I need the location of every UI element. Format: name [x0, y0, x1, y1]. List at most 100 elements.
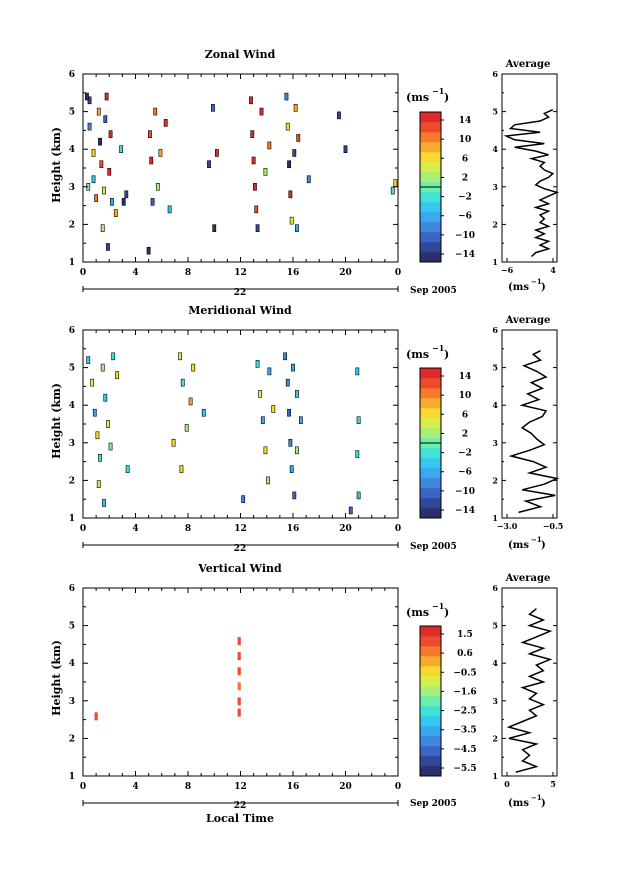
- heatmap-cell: [113, 209, 118, 217]
- average-x-tick-label: −3.0: [497, 521, 518, 531]
- colorbar-segment: [420, 646, 441, 657]
- colorbar-segment: [420, 706, 441, 717]
- average-y-tick-label: 2: [492, 219, 498, 229]
- colorbar-label: −1.6: [453, 687, 476, 697]
- heatmap-cell: [295, 224, 299, 232]
- heatmap-cell: [263, 167, 268, 176]
- heatmap-cell: [237, 637, 241, 646]
- heatmap-cell: [180, 378, 185, 387]
- plot-frame: [82, 329, 399, 519]
- average-x-tick-label: −6: [501, 265, 514, 275]
- average-unit-close: ): [541, 540, 546, 551]
- x-tick-label: 0: [80, 782, 86, 792]
- x-axis-label: Local Time: [206, 812, 274, 825]
- heatmap-cell: [103, 393, 108, 402]
- colorbar-segment: [420, 656, 441, 667]
- colorbar-segment: [420, 142, 441, 153]
- colorbar-segment: [420, 636, 441, 647]
- average-x-tick-label: 5: [550, 779, 556, 789]
- y-tick-label: 6: [69, 584, 75, 594]
- y-tick-label: 2: [69, 220, 75, 230]
- heatmap-cell: [254, 205, 259, 214]
- heatmap-cell: [98, 137, 102, 146]
- colorbar-label: −2: [458, 449, 472, 459]
- average-y-tick-label: 3: [492, 438, 498, 448]
- colorbar-segment: [420, 232, 441, 243]
- colorbar-segment: [420, 252, 441, 263]
- heatmap-cell: [267, 141, 272, 150]
- average-y-tick-label: 6: [492, 69, 498, 79]
- heatmap-cell: [90, 378, 95, 387]
- heatmap-cell: [106, 243, 110, 251]
- y-tick-label: 5: [69, 108, 75, 118]
- colorbar-segment: [420, 202, 441, 213]
- heatmap-cell: [107, 167, 112, 176]
- colorbar-unit-exponent: −1: [432, 601, 444, 611]
- heatmap-cell: [155, 183, 160, 191]
- heatmap-cell: [292, 491, 297, 500]
- colorbar-segment: [420, 508, 441, 519]
- plot-frame: [82, 73, 399, 263]
- average-y-tick-label: 5: [492, 107, 498, 117]
- colorbar-segment: [420, 498, 441, 509]
- colorbar-segment: [420, 626, 441, 637]
- colorbar-segment: [420, 398, 441, 409]
- average-title: Average: [505, 315, 551, 326]
- heatmap-cell: [87, 122, 92, 131]
- heatmap-cell: [104, 92, 109, 101]
- x-tick-label: 12: [234, 782, 247, 792]
- colorbar-unit: (ms: [406, 348, 429, 361]
- heatmap-cell: [390, 186, 395, 195]
- colorbar-segment: [420, 766, 441, 777]
- colorbar-segment: [420, 112, 441, 123]
- average-y-tick-label: 2: [492, 475, 498, 485]
- average-unit: (ms: [508, 282, 529, 293]
- colorbar-label: 2: [462, 429, 468, 439]
- heatmap-cell: [125, 465, 130, 473]
- average-y-tick-label: 6: [492, 325, 498, 335]
- colorbar-label: 6: [462, 410, 468, 420]
- colorbar-segment: [420, 428, 441, 439]
- heatmap-cell: [255, 224, 260, 232]
- heatmap-cell: [285, 378, 290, 387]
- heatmap-cell: [260, 416, 265, 425]
- colorbar-segment: [420, 756, 441, 767]
- heatmap-cell: [285, 122, 290, 131]
- heatmap-cell: [150, 198, 155, 206]
- heatmap-cell: [163, 119, 168, 127]
- heatmap-cell: [255, 360, 260, 368]
- heatmap-cell: [94, 712, 98, 721]
- heatmap-cell: [355, 367, 360, 376]
- x-tick-label: 0: [395, 524, 401, 534]
- heatmap-cell: [108, 130, 113, 138]
- heatmap-cell: [212, 224, 217, 232]
- colorbar-unit-exponent: −1: [432, 86, 444, 96]
- heatmap-cell: [298, 416, 303, 425]
- plot-frame: [82, 587, 399, 777]
- colorbar-label: −3.5: [453, 726, 476, 736]
- colorbar-segment: [420, 726, 441, 737]
- average-y-tick-label: 1: [492, 771, 498, 781]
- heatmap-cell: [106, 420, 110, 428]
- heatmap-cell: [293, 104, 298, 112]
- colorbar-label: −10: [455, 487, 475, 497]
- y-tick-label: 3: [69, 439, 75, 449]
- colorbar-label: −2.5: [453, 707, 476, 717]
- heatmap-cell: [356, 416, 361, 425]
- date-label: Sep 2005: [410, 286, 457, 296]
- colorbar-unit: (ms: [406, 91, 429, 104]
- heatmap-cell: [289, 216, 294, 225]
- colorbar-segment: [420, 666, 441, 677]
- heatmap-cell: [284, 92, 289, 101]
- heatmap-cell: [259, 107, 264, 116]
- heatmap-cell: [237, 682, 241, 691]
- colorbar-label: −14: [455, 506, 475, 516]
- colorbar-label: −6: [458, 212, 472, 222]
- heatmap-cell: [237, 652, 241, 661]
- average-y-tick-label: 1: [492, 257, 498, 267]
- average-unit-exponent: −1: [531, 793, 542, 802]
- colorbar-segment: [420, 212, 441, 223]
- y-tick-label: 2: [69, 734, 75, 744]
- colorbar-unit: (ms: [406, 606, 429, 619]
- y-tick-label: 5: [69, 622, 75, 632]
